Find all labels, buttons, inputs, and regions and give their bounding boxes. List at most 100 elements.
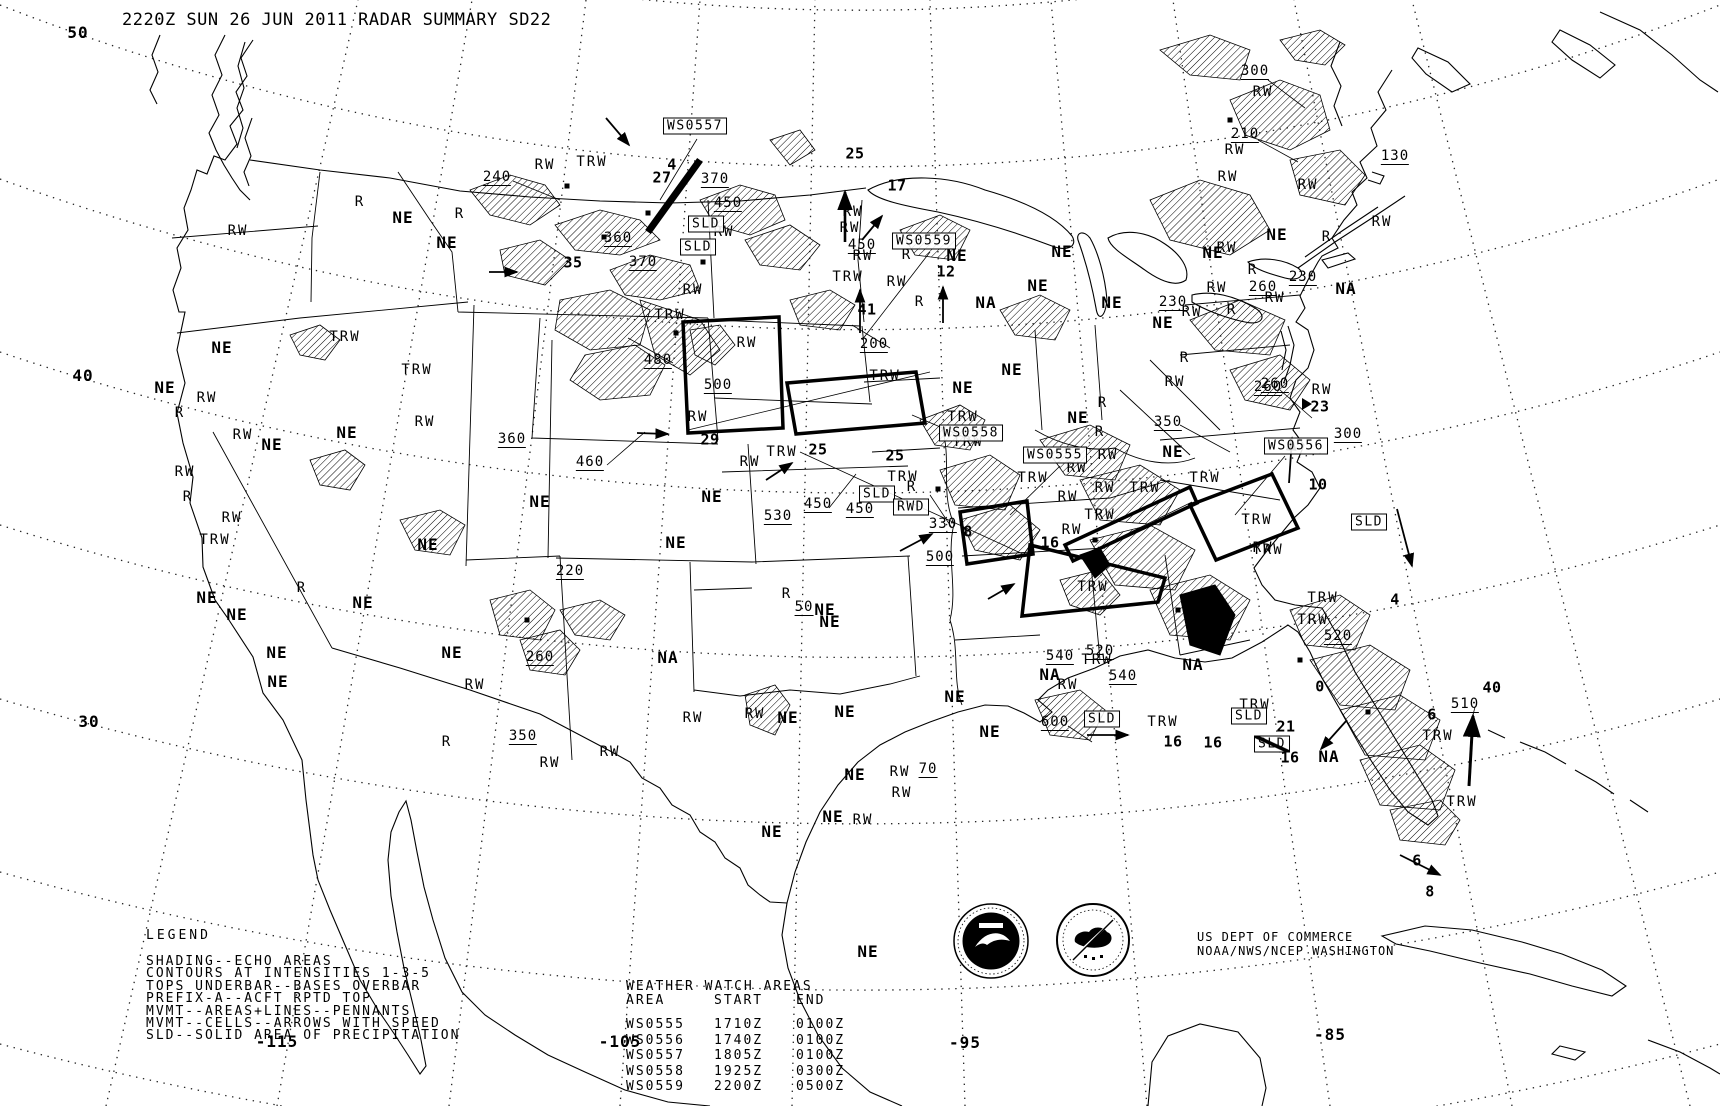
map-label: 16 bbox=[1163, 732, 1183, 751]
map-label: RW bbox=[891, 785, 913, 801]
map-label: 70 bbox=[918, 761, 938, 778]
watch-cell: 2200Z bbox=[714, 1079, 764, 1095]
legend-lines: SHADING--ECHO AREAS CONTOURS AT INTENSITI… bbox=[146, 955, 460, 1043]
map-label: NE bbox=[1152, 313, 1174, 332]
map-label: 260 bbox=[525, 649, 555, 666]
map-label: NE bbox=[946, 246, 968, 265]
map-label: RW bbox=[174, 464, 196, 480]
map-label: 520 bbox=[1085, 643, 1115, 660]
map-label: 4 bbox=[667, 155, 677, 174]
watch-cell: WS0558 bbox=[626, 1063, 685, 1079]
watch-cell: 0100Z bbox=[796, 1048, 846, 1064]
map-label: SLD bbox=[1254, 735, 1290, 753]
map-label: WS0555 bbox=[1023, 446, 1087, 464]
map-label: RW bbox=[1066, 460, 1088, 476]
map-label: NE bbox=[944, 687, 966, 706]
map-label: WS0559 bbox=[892, 232, 956, 250]
map-label: NA bbox=[1335, 279, 1357, 298]
map-label: R bbox=[296, 580, 308, 596]
map-label: NE bbox=[392, 208, 414, 227]
map-label: RW bbox=[886, 274, 908, 290]
map-label: 240 bbox=[482, 169, 512, 186]
map-label: SLD bbox=[1351, 513, 1387, 531]
map-label: NE bbox=[1266, 225, 1288, 244]
map-label: NE bbox=[261, 435, 283, 454]
map-label: TRW bbox=[869, 368, 901, 384]
map-label: RW bbox=[852, 812, 874, 828]
map-label: -85 bbox=[1314, 1025, 1346, 1044]
map-label: SLD bbox=[859, 485, 895, 503]
watch-row: WS0557 1805Z 0100Z bbox=[626, 1048, 845, 1063]
map-label: NE bbox=[1101, 293, 1123, 312]
map-label: NE bbox=[819, 612, 841, 631]
map-label: RW bbox=[534, 157, 556, 173]
map-label: RW bbox=[1252, 540, 1274, 556]
map-label: 260 bbox=[1253, 379, 1283, 396]
map-label: 21 bbox=[1276, 717, 1296, 736]
map-label: 23 bbox=[1310, 397, 1330, 416]
map-label: R bbox=[901, 247, 913, 263]
map-label: 350 bbox=[508, 728, 538, 745]
legend-line: CONTOURS AT INTENSITIES 1-3-5 bbox=[146, 966, 431, 982]
map-label: RW bbox=[852, 248, 874, 264]
map-label: -105 bbox=[598, 1032, 642, 1051]
map-label: NE bbox=[226, 605, 248, 624]
map-label: RWD bbox=[893, 498, 929, 516]
map-label: R bbox=[441, 734, 453, 750]
map-label: 230 bbox=[1158, 294, 1188, 311]
map-label: NE bbox=[529, 492, 551, 511]
map-label: 210 bbox=[1230, 126, 1260, 143]
map-label: TRW bbox=[654, 307, 686, 323]
map-label: -115 bbox=[255, 1032, 299, 1051]
map-label: RW bbox=[599, 744, 621, 760]
map-label: RW bbox=[1371, 214, 1393, 230]
watch-cell: WS0559 bbox=[626, 1079, 685, 1095]
weather-watch-table: WEATHER WATCH AREAS AREA START END WS0555 1… bbox=[626, 980, 845, 1094]
legend-line: TOPS UNDERBAR--BASES OVERBAR bbox=[146, 978, 422, 994]
map-label: R bbox=[781, 586, 793, 602]
pennant-icon bbox=[1302, 398, 1312, 410]
map-label: 25 bbox=[808, 440, 828, 459]
map-label: 16 bbox=[1280, 748, 1300, 767]
map-label: RW bbox=[1311, 382, 1333, 398]
map-label: 8 bbox=[1425, 882, 1435, 901]
watch-cell: 0500Z bbox=[796, 1079, 846, 1095]
map-label: WS0556 bbox=[1264, 437, 1328, 455]
map-label: R bbox=[1321, 229, 1333, 245]
map-label: TRW bbox=[1307, 590, 1339, 606]
nws-logo bbox=[1056, 903, 1130, 977]
map-label: R bbox=[906, 479, 918, 495]
watch-row: WS0558 1925Z 0300Z bbox=[626, 1064, 845, 1079]
map-label: NE bbox=[441, 643, 463, 662]
map-label: TRW bbox=[1081, 652, 1113, 668]
watch-table-rows: WS0555 1710Z 0100Z WS0556 1740Z 0100Z WS0557 18… bbox=[626, 1017, 845, 1094]
map-label: RW bbox=[1252, 84, 1274, 100]
map-label: RW bbox=[739, 454, 761, 470]
map-label: NE bbox=[979, 722, 1001, 741]
map-label: 6 bbox=[1427, 705, 1437, 724]
credit-line-2: NOAA/NWS/NCEP WASHINGTON bbox=[1197, 944, 1395, 958]
map-label: TRW bbox=[576, 154, 608, 170]
map-label: NE bbox=[1051, 242, 1073, 261]
watch-cell: WS0556 bbox=[626, 1032, 685, 1048]
map-label: NE bbox=[211, 338, 233, 357]
map-label: RW bbox=[221, 510, 243, 526]
map-label: NE bbox=[952, 378, 974, 397]
map-label: NE bbox=[822, 807, 844, 826]
chart-title: 2220Z SUN 26 JUN 2011 RADAR SUMMARY SD22 bbox=[122, 10, 552, 30]
noaa-logo bbox=[953, 903, 1029, 979]
map-label: RW bbox=[682, 282, 704, 298]
map-label: 500 bbox=[925, 549, 955, 566]
watch-cell: 0100Z bbox=[796, 1017, 846, 1033]
legend-line: MVMT--AREAS+LINES--PENNANTS bbox=[146, 1003, 412, 1019]
map-label: NE bbox=[665, 533, 687, 552]
watch-cell: 0100Z bbox=[796, 1032, 846, 1048]
map-label: 510 bbox=[1450, 696, 1480, 713]
map-label: TRW bbox=[1017, 470, 1049, 486]
map-label: NE bbox=[777, 708, 799, 727]
map-label: SLD bbox=[1084, 710, 1120, 728]
credit-line-1: US DEPT OF COMMERCE bbox=[1197, 930, 1354, 944]
map-label: TRW bbox=[1297, 612, 1329, 628]
